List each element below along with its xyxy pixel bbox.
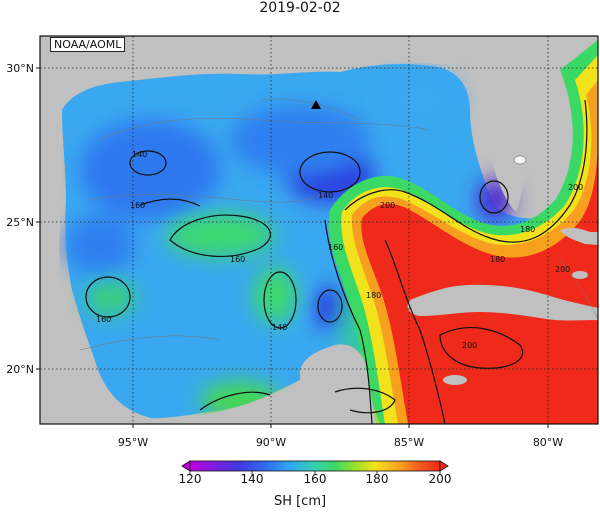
contour-label: 140 bbox=[132, 150, 147, 159]
colorbar-tick: 180 bbox=[365, 472, 389, 486]
loop-current-red bbox=[361, 130, 598, 424]
colorbar bbox=[189, 460, 441, 472]
contour-label: 200 bbox=[380, 201, 395, 210]
colorbar-tick: 120 bbox=[178, 472, 202, 486]
contour-label: 160 bbox=[328, 243, 343, 252]
lon-label-90w: 90°W bbox=[256, 436, 286, 449]
contour-label: 180 bbox=[366, 291, 381, 300]
contour-label: 200 bbox=[555, 265, 570, 274]
map-title: 2019-02-02 bbox=[259, 0, 341, 16]
contour-label: 200 bbox=[462, 341, 477, 350]
lat-label-20n: 20°N bbox=[6, 363, 34, 376]
colorbar-tick: 160 bbox=[303, 472, 327, 486]
credit-label: NOAA/AOML bbox=[50, 37, 126, 52]
contour-label: 140 bbox=[272, 323, 287, 332]
lon-label-95w: 95°W bbox=[118, 436, 148, 449]
contour-label: 180 bbox=[520, 225, 535, 234]
map-frame bbox=[39, 35, 599, 425]
contour-label: 160 bbox=[230, 255, 245, 264]
station-marker-icon bbox=[311, 100, 321, 109]
colorbar-tick: 140 bbox=[240, 472, 264, 486]
colorbar-right-arrow bbox=[439, 460, 449, 472]
lat-label-30n: 30°N bbox=[6, 62, 34, 75]
florida-land bbox=[470, 36, 555, 212]
cuba-land bbox=[407, 284, 598, 321]
lon-label-80w: 80°W bbox=[533, 436, 563, 449]
lat-label-25n: 25°N bbox=[6, 216, 34, 229]
contour-label: 180 bbox=[490, 255, 505, 264]
contour-label: 160 bbox=[130, 201, 145, 210]
colorbar-label: SH [cm] bbox=[273, 494, 327, 509]
lon-label-85w: 85°W bbox=[394, 436, 424, 449]
contour-label: 140 bbox=[318, 191, 333, 200]
colorbar-tick: 200 bbox=[428, 472, 452, 486]
yucatan-land bbox=[300, 344, 376, 424]
contour-label: 200 bbox=[568, 183, 583, 192]
colorbar-left-arrow bbox=[181, 460, 191, 472]
contour-label: 160 bbox=[96, 315, 111, 324]
